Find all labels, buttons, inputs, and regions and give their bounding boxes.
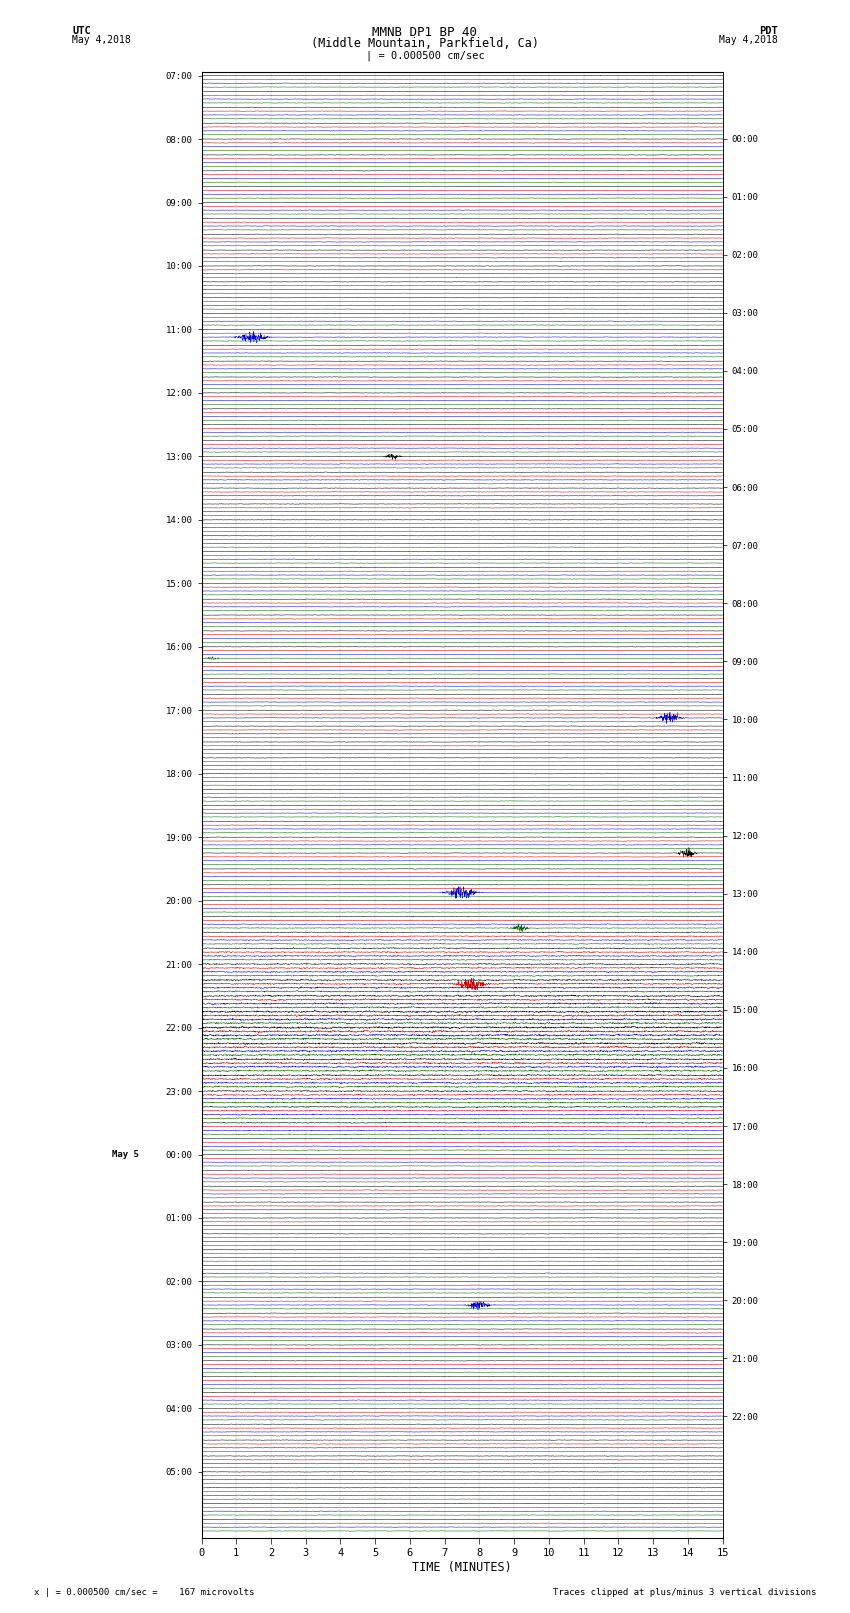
Text: UTC: UTC bbox=[72, 26, 91, 35]
Text: PDT: PDT bbox=[759, 26, 778, 35]
Text: Traces clipped at plus/minus 3 vertical divisions: Traces clipped at plus/minus 3 vertical … bbox=[552, 1587, 816, 1597]
Text: MMNB DP1 BP 40: MMNB DP1 BP 40 bbox=[372, 26, 478, 39]
Text: May 5: May 5 bbox=[111, 1150, 139, 1160]
Text: x | = 0.000500 cm/sec =    167 microvolts: x | = 0.000500 cm/sec = 167 microvolts bbox=[34, 1587, 254, 1597]
Text: (Middle Mountain, Parkfield, Ca): (Middle Mountain, Parkfield, Ca) bbox=[311, 37, 539, 50]
Text: May 4,2018: May 4,2018 bbox=[72, 35, 131, 45]
X-axis label: TIME (MINUTES): TIME (MINUTES) bbox=[412, 1561, 512, 1574]
Text: | = 0.000500 cm/sec: | = 0.000500 cm/sec bbox=[366, 50, 484, 61]
Text: May 4,2018: May 4,2018 bbox=[719, 35, 778, 45]
